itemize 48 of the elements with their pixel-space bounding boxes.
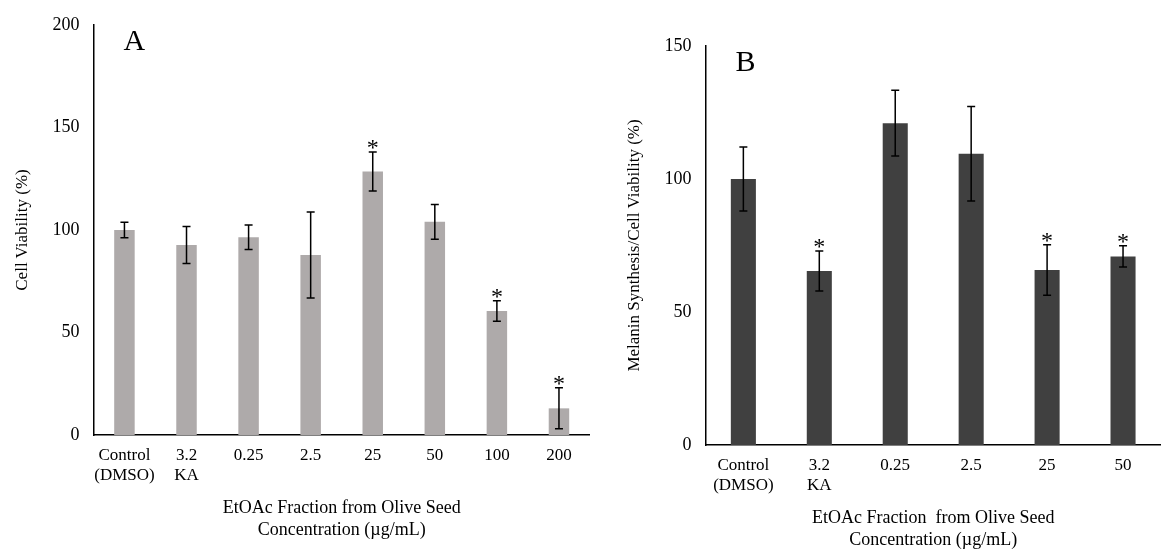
bar — [882, 123, 908, 445]
annotation: * — [1041, 226, 1054, 253]
y-tick-label: 100 — [52, 218, 80, 239]
y-tick-label: 150 — [52, 116, 80, 137]
x-tick-label: 200 — [546, 444, 572, 464]
y-axis-title: Melanin Synthesis/Cell Viability (%) — [623, 119, 643, 372]
x-tick-label: Control (DMSO) — [94, 444, 155, 485]
y-tick-label: 200 — [52, 13, 80, 34]
x-axis-title: EtOAc Fraction from Olive Seed Concentration (µg/mL) — [222, 497, 461, 540]
bar — [300, 255, 321, 435]
annotation: * — [490, 282, 503, 309]
bar — [806, 271, 832, 445]
x-tick-label: 2.5 — [960, 454, 982, 474]
chart-title: A — [123, 22, 146, 56]
bar — [486, 310, 508, 435]
y-tick-label: 50 — [673, 300, 692, 321]
x-tick-label: 2.5 — [300, 444, 322, 464]
y-axis-title: Cell Viability (%) — [11, 169, 31, 291]
annotation: * — [1117, 227, 1130, 254]
bar — [1034, 269, 1060, 445]
x-tick-label: 3.2 KA — [807, 454, 833, 495]
bar — [730, 179, 756, 445]
x-tick-label: 50 — [1114, 454, 1132, 474]
x-tick-label: 0.25 — [880, 454, 911, 474]
annotation: * — [366, 134, 379, 161]
x-tick-label: 3.2 KA — [174, 444, 200, 485]
x-tick-label: 25 — [364, 444, 382, 464]
x-tick-label: 100 — [484, 444, 510, 464]
y-tick-label: 0 — [682, 433, 692, 454]
annotation: * — [552, 369, 565, 396]
y-tick-label: 50 — [61, 321, 80, 342]
x-axis-title: EtOAc Fraction from Olive Seed Concentration (µg/mL) — [811, 507, 1055, 550]
bar — [114, 230, 135, 435]
y-tick-label: 100 — [664, 167, 692, 188]
x-tick-label: Control (DMSO) — [713, 454, 774, 495]
x-tick-label: 25 — [1038, 454, 1056, 474]
x-tick-label: 0.25 — [233, 444, 264, 464]
y-tick-label: 0 — [70, 423, 80, 444]
y-tick-label: 150 — [664, 34, 692, 55]
bar — [1110, 256, 1136, 445]
bar — [176, 244, 197, 435]
bar — [362, 171, 383, 435]
annotation: * — [813, 233, 826, 260]
chart-title: B — [735, 43, 756, 77]
bar — [238, 237, 259, 435]
bar — [958, 153, 984, 445]
x-tick-label: 50 — [426, 444, 444, 464]
bar — [424, 221, 446, 435]
